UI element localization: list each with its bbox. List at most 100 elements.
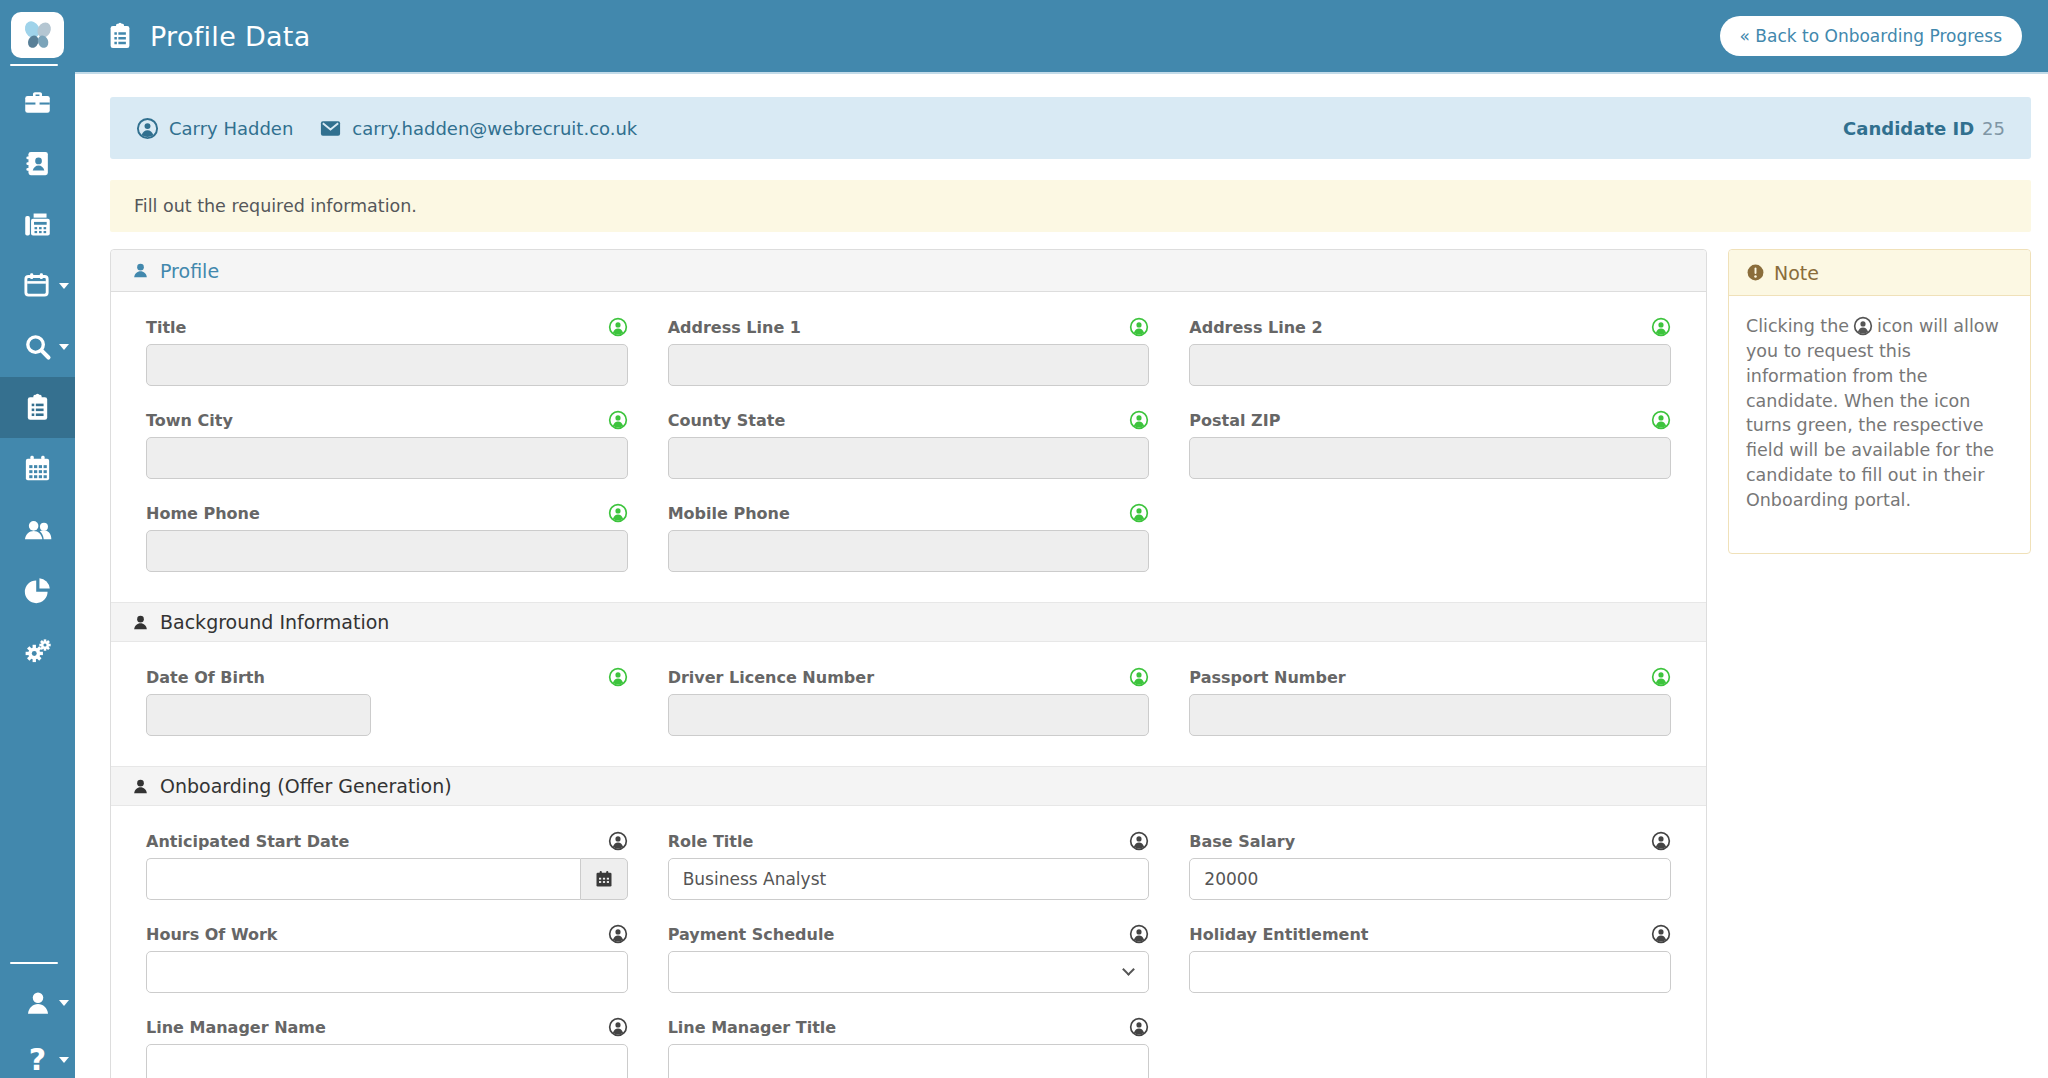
input-title[interactable] bbox=[146, 344, 628, 386]
field-county-state: County State bbox=[668, 410, 1150, 479]
user-circle-request-icon[interactable] bbox=[608, 410, 628, 430]
field-label: Payment Schedule bbox=[668, 925, 835, 944]
field-base-salary: Base Salary bbox=[1189, 831, 1671, 900]
field-label: County State bbox=[668, 411, 786, 430]
user-circle-request-icon[interactable] bbox=[1651, 924, 1671, 944]
input-passport-number[interactable] bbox=[1189, 694, 1671, 736]
sidebar-item-pie-chart[interactable] bbox=[0, 560, 75, 621]
app-logo[interactable] bbox=[11, 12, 64, 58]
sidebar-item-settings-gears[interactable] bbox=[0, 621, 75, 682]
note-panel: Note Clicking theicon will allow you to … bbox=[1728, 249, 2031, 554]
field-label: Driver Licence Number bbox=[668, 668, 874, 687]
note-text: Clicking the bbox=[1746, 316, 1849, 336]
user-icon bbox=[131, 261, 150, 280]
sidebar-item-help[interactable]: ? bbox=[0, 1035, 75, 1078]
field-label: Date Of Birth bbox=[146, 668, 265, 687]
input-postal-zip[interactable] bbox=[1189, 437, 1671, 479]
sidebar-bottom-divider bbox=[10, 962, 58, 964]
envelope-icon bbox=[319, 117, 342, 140]
select-payment-schedule[interactable] bbox=[668, 951, 1150, 993]
note-body: Clicking theicon will allow you to reque… bbox=[1729, 296, 2030, 553]
user-circle-request-icon[interactable] bbox=[608, 317, 628, 337]
top-header: Profile Data « Back to Onboarding Progre… bbox=[75, 0, 2048, 74]
field-anticipated-start-date: Anticipated Start Date bbox=[146, 831, 628, 900]
input-anticipated-start-date[interactable] bbox=[146, 858, 580, 900]
user-circle-request-icon[interactable] bbox=[1129, 317, 1149, 337]
info-alert: Fill out the required information. bbox=[110, 180, 2031, 232]
user-circle-request-icon[interactable] bbox=[608, 1017, 628, 1037]
input-line-manager-title[interactable] bbox=[668, 1044, 1150, 1078]
profile-panel-body: Title Address Line 1 Address Line 2 Town Ci… bbox=[111, 292, 1706, 1078]
field-payment-schedule: Payment Schedule bbox=[668, 924, 1150, 993]
sidebar-item-fax[interactable] bbox=[0, 194, 75, 255]
page-title: Profile Data bbox=[150, 21, 311, 52]
input-holiday-entitlement[interactable] bbox=[1189, 951, 1671, 993]
input-role-title[interactable] bbox=[668, 858, 1150, 900]
input-mobile-phone[interactable] bbox=[668, 530, 1150, 572]
candidate-name: Carry Hadden bbox=[169, 118, 293, 139]
field-address-line-2: Address Line 2 bbox=[1189, 317, 1671, 386]
sidebar-item-search-menu[interactable] bbox=[0, 316, 75, 377]
field-line-manager-title: Line Manager Title bbox=[668, 1017, 1150, 1078]
field-role-title: Role Title bbox=[668, 831, 1150, 900]
candidate-id-value: 25 bbox=[1982, 118, 2005, 139]
user-circle-request-icon[interactable] bbox=[1129, 831, 1149, 851]
field-date-of-birth: Date Of Birth bbox=[146, 667, 628, 736]
field-label: Home Phone bbox=[146, 504, 260, 523]
input-date-of-birth[interactable] bbox=[146, 694, 371, 736]
user-circle-request-icon[interactable] bbox=[1129, 1017, 1149, 1037]
field-title: Title bbox=[146, 317, 628, 386]
field-hours-of-work: Hours Of Work bbox=[146, 924, 628, 993]
section-header: Onboarding (Offer Generation) bbox=[111, 766, 1706, 806]
section-header: Background Information bbox=[111, 602, 1706, 642]
input-hours-of-work[interactable] bbox=[146, 951, 628, 993]
chevron-down-icon bbox=[59, 283, 69, 289]
input-town-city[interactable] bbox=[146, 437, 628, 479]
user-circle-request-icon[interactable] bbox=[608, 503, 628, 523]
user-circle-request-icon[interactable] bbox=[1129, 924, 1149, 944]
input-home-phone[interactable] bbox=[146, 530, 628, 572]
field-address-line-1: Address Line 1 bbox=[668, 317, 1150, 386]
user-circle-request-icon[interactable] bbox=[1651, 317, 1671, 337]
field-label: Line Manager Name bbox=[146, 1018, 326, 1037]
input-driver-licence-number[interactable] bbox=[668, 694, 1150, 736]
input-address-line-2[interactable] bbox=[1189, 344, 1671, 386]
field-label: Passport Number bbox=[1189, 668, 1345, 687]
user-circle-request-icon[interactable] bbox=[608, 924, 628, 944]
logo-divider bbox=[10, 64, 58, 66]
candidate-email-link[interactable]: carry.hadden@webrecruit.co.uk bbox=[352, 118, 637, 139]
sidebar-item-onboarding-clipboard[interactable] bbox=[0, 377, 75, 438]
question-mark-icon: ? bbox=[29, 1045, 46, 1075]
sidebar-item-briefcase[interactable] bbox=[0, 72, 75, 133]
user-circle-icon bbox=[1853, 316, 1873, 336]
sidebar-item-users[interactable] bbox=[0, 499, 75, 560]
input-county-state[interactable] bbox=[668, 437, 1150, 479]
sidebar-item-calendar-grid[interactable] bbox=[0, 438, 75, 499]
user-circle-request-icon[interactable] bbox=[1651, 831, 1671, 851]
chevron-down-icon bbox=[59, 1000, 69, 1006]
user-circle-request-icon[interactable] bbox=[1129, 667, 1149, 687]
field-label: Hours Of Work bbox=[146, 925, 278, 944]
input-base-salary[interactable] bbox=[1189, 858, 1671, 900]
field-label: Title bbox=[146, 318, 186, 337]
field-label: Town City bbox=[146, 411, 233, 430]
input-address-line-1[interactable] bbox=[668, 344, 1150, 386]
user-icon bbox=[131, 613, 150, 632]
back-to-onboarding-button[interactable]: « Back to Onboarding Progress bbox=[1720, 16, 2022, 56]
user-circle-request-icon[interactable] bbox=[1651, 410, 1671, 430]
input-line-manager-name[interactable] bbox=[146, 1044, 628, 1078]
user-circle-request-icon[interactable] bbox=[1651, 667, 1671, 687]
calendar-picker-button[interactable] bbox=[580, 858, 628, 900]
user-circle-request-icon[interactable] bbox=[1129, 503, 1149, 523]
field-label: Role Title bbox=[668, 832, 754, 851]
sidebar-item-user-account[interactable] bbox=[0, 976, 75, 1030]
sidebar-nav bbox=[0, 72, 75, 682]
user-circle-request-icon[interactable] bbox=[1129, 410, 1149, 430]
user-circle-request-icon[interactable] bbox=[608, 831, 628, 851]
field-label: Line Manager Title bbox=[668, 1018, 837, 1037]
field-label: Base Salary bbox=[1189, 832, 1295, 851]
user-circle-request-icon[interactable] bbox=[608, 667, 628, 687]
sidebar-item-calendar-menu[interactable] bbox=[0, 255, 75, 316]
field-postal-zip: Postal ZIP bbox=[1189, 410, 1671, 479]
sidebar-item-contacts-book[interactable] bbox=[0, 133, 75, 194]
